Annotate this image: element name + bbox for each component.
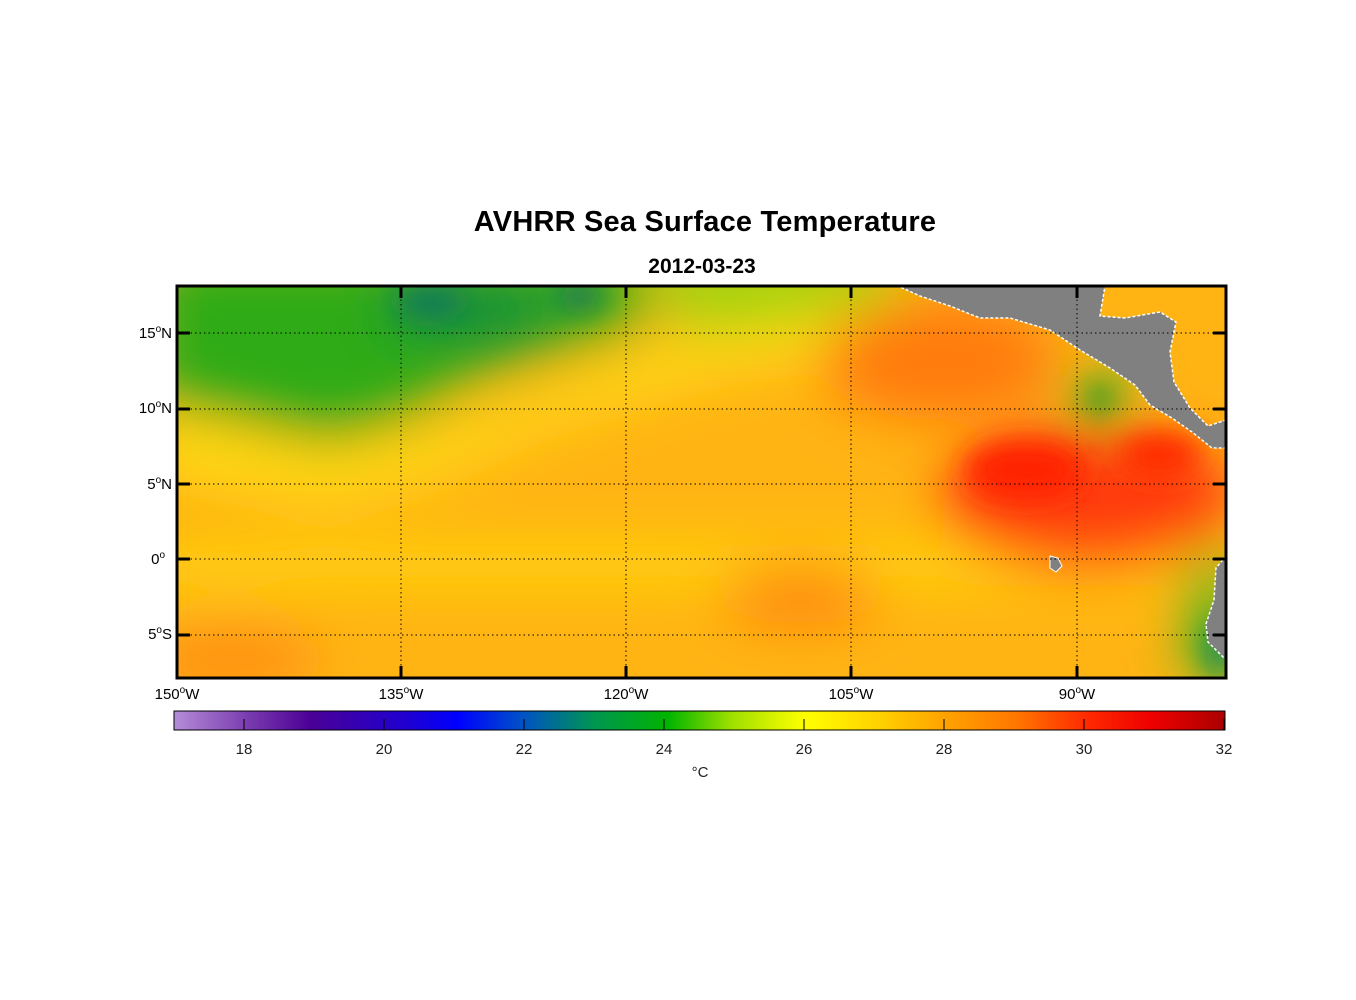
colorbar-ticks	[243, 719, 1225, 730]
map-ticks	[177, 286, 1226, 678]
colorbar-label-24: 24	[655, 741, 673, 758]
map-subtitle: 2012-03-23	[648, 255, 756, 278]
lon-label-120w: 120oW	[603, 685, 649, 704]
lat-label-0: 0o	[151, 550, 165, 569]
map-title: AVHRR Sea Surface Temperature	[473, 206, 937, 238]
lon-label-135w: 135oW	[378, 685, 424, 704]
lat-label-15n: 15oN	[138, 324, 172, 343]
colorbar-label-22: 22	[515, 741, 533, 758]
lat-label-5n: 5oN	[147, 475, 172, 494]
colorbar-label-18: 18	[235, 741, 253, 758]
land-galapagos	[1049, 555, 1063, 573]
colorbar-label-32: 32	[1215, 741, 1233, 758]
colorbar-label-30: 30	[1075, 741, 1093, 758]
colorbar	[173, 710, 1226, 731]
lon-label-90w: 90oW	[1058, 685, 1096, 704]
graticule	[177, 286, 1226, 678]
sst-field	[177, 286, 1226, 678]
colorbar-label-28: 28	[935, 741, 953, 758]
lat-label-5s: 5oS	[148, 625, 172, 644]
lon-label-105w: 105oW	[828, 685, 874, 704]
colorbar-label-20: 20	[375, 741, 393, 758]
lat-label-10n: 10oN	[138, 399, 172, 418]
map-frame	[175, 284, 1228, 680]
lon-label-150w: 150oW	[154, 685, 200, 704]
colorbar-label-26: 26	[795, 741, 813, 758]
colorbar-unit: °C	[691, 764, 709, 781]
